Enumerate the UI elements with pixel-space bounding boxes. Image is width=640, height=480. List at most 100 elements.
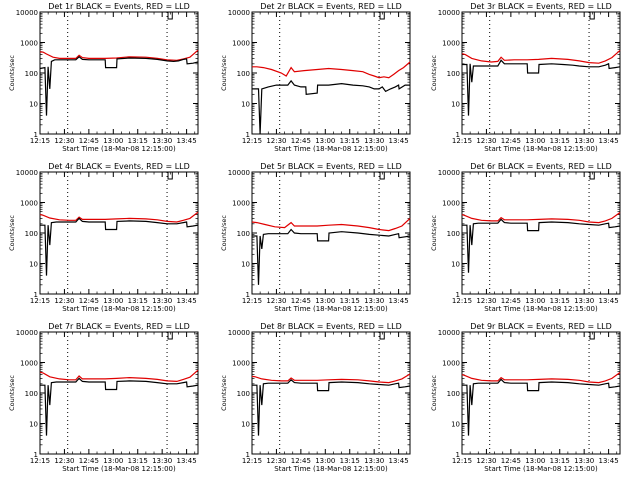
y-tick-label: 10000 [438,169,460,177]
x-tick-label: 13:00 [103,297,123,305]
y-axis-title: Counts/sec [220,375,228,411]
gap-marker [379,332,385,340]
x-tick-label: 12:15 [452,297,472,305]
x-tick-label: 12:45 [291,137,311,145]
x-tick-label: 12:15 [242,137,262,145]
y-tick-label: 10 [29,421,38,429]
series-events-line [462,59,621,116]
y-axis-title: Counts/sec [8,375,16,411]
x-tick-label: 13:45 [599,137,619,145]
y-tick-label: 10000 [228,329,250,337]
y-tick-label: 10000 [16,329,38,337]
gap-marker [379,172,385,180]
x-tick-label: 12:45 [79,297,99,305]
series-events-line [462,378,621,436]
x-tick-label: 13:45 [599,457,619,465]
series-events-line [252,378,411,436]
x-axis-title: Start Time (18-Mar-08 12:15:00) [484,465,598,473]
y-tick-label: 1 [456,451,460,459]
x-tick-label: 12:15 [242,297,262,305]
series-events-line [252,79,410,135]
x-tick-label: 12:45 [291,297,311,305]
panel-title: Det 1r BLACK = Events, RED = LLD [48,2,190,11]
y-tick-label: 1000 [20,200,38,208]
series-lld-line [39,211,199,223]
y-tick-label: 1 [34,291,38,299]
panel-title: Det 7r BLACK = Events, RED = LLD [48,322,190,331]
x-tick-label: 12:15 [30,457,50,465]
x-tick-label: 13:30 [364,457,384,465]
y-tick-label: 10 [29,261,38,269]
panel-9: Det 9r BLACK = Events, RED = LLD 1 10 100 10… [430,322,621,473]
y-axis-title: Counts/sec [220,55,228,91]
y-tick-label: 1000 [442,40,460,48]
x-tick-label: 13:15 [128,297,148,305]
x-axis-title: Start Time (18-Mar-08 12:15:00) [62,465,176,473]
panel-title: Det 6r BLACK = Events, RED = LLD [470,162,612,171]
x-tick-label: 13:00 [525,457,545,465]
series-events-line [40,377,199,436]
x-tick-label: 13:00 [103,457,123,465]
panel-7: Det 7r BLACK = Events, RED = LLD 1 10 100 10… [8,322,199,473]
panel-8: Det 8r BLACK = Events, RED = LLD 1 10 100 10… [220,322,411,473]
y-tick-label: 1 [34,131,38,139]
x-tick-label: 13:15 [340,137,360,145]
gap-marker [167,332,173,340]
panel-2: Det 2r BLACK = Events, RED = LLD 1 10 100 10… [220,2,411,153]
x-tick-label: 12:45 [501,457,521,465]
panel-title: Det 8r BLACK = Events, RED = LLD [260,322,402,331]
x-tick-label: 12:30 [266,297,286,305]
gap-marker [379,12,385,20]
x-tick-label: 12:30 [476,137,496,145]
y-tick-label: 100 [237,70,250,78]
x-axis-title: Start Time (18-Mar-08 12:15:00) [274,465,388,473]
x-tick-label: 13:30 [574,457,594,465]
series-lld-line [251,373,411,384]
x-tick-label: 12:45 [79,137,99,145]
series-events-line [252,228,411,285]
y-tick-label: 1 [34,451,38,459]
y-tick-label: 10000 [438,9,460,17]
x-tick-label: 12:45 [291,457,311,465]
x-tick-label: 13:00 [525,137,545,145]
panel-5: Det 5r BLACK = Events, RED = LLD 1 10 100 10… [220,162,411,313]
y-axis-title: Counts/sec [8,215,16,251]
x-tick-label: 12:30 [266,137,286,145]
y-tick-label: 1000 [20,40,38,48]
y-tick-label: 100 [25,70,38,78]
x-tick-label: 12:15 [452,137,472,145]
x-tick-label: 13:30 [152,457,172,465]
y-axis-title: Counts/sec [430,375,438,411]
y-tick-label: 1000 [20,360,38,368]
x-tick-label: 12:15 [30,297,50,305]
x-axis-title: Start Time (18-Mar-08 12:15:00) [484,305,598,313]
y-tick-label: 1000 [442,360,460,368]
y-tick-label: 1 [246,451,250,459]
x-tick-label: 13:30 [364,137,384,145]
y-tick-label: 10000 [228,9,250,17]
x-tick-label: 13:15 [340,457,360,465]
x-tick-label: 12:15 [30,137,50,145]
y-tick-label: 10 [451,101,460,109]
y-tick-label: 10000 [16,9,38,17]
x-tick-label: 13:45 [389,457,409,465]
y-tick-label: 1000 [232,360,250,368]
gap-marker [589,172,595,180]
y-tick-label: 100 [237,230,250,238]
x-tick-label: 13:30 [364,297,384,305]
series-lld-line [251,217,411,232]
x-tick-label: 13:45 [177,457,197,465]
x-tick-label: 12:30 [476,297,496,305]
y-tick-label: 1000 [232,40,250,48]
y-tick-label: 100 [25,230,38,238]
y-tick-label: 100 [447,230,460,238]
panel-title: Det 3r BLACK = Events, RED = LLD [470,2,612,11]
y-tick-label: 100 [237,390,250,398]
y-tick-label: 10000 [228,169,250,177]
x-tick-label: 12:45 [501,137,521,145]
x-tick-label: 13:15 [128,457,148,465]
y-tick-label: 10000 [438,329,460,337]
panel-3: Det 3r BLACK = Events, RED = LLD 1 10 100 10… [430,2,621,153]
series-events-line [40,217,199,276]
